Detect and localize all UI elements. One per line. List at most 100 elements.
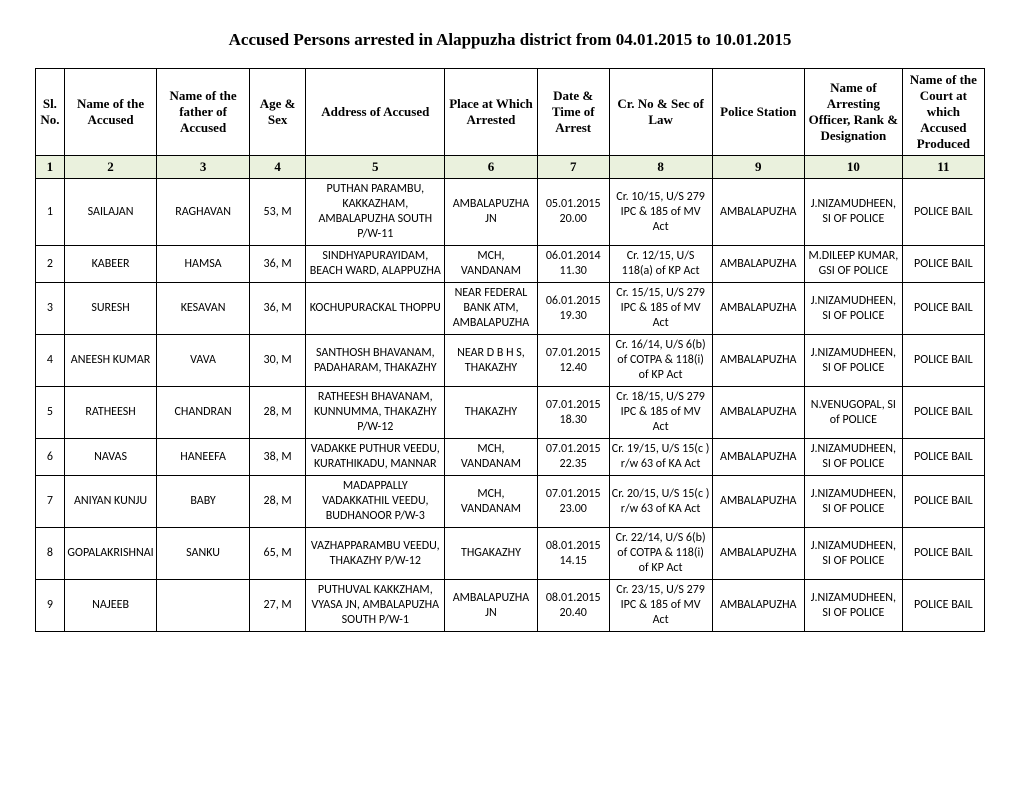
table-cell: AMBALAPUZHA [712, 179, 805, 246]
col-header: Address of Accused [306, 69, 445, 156]
table-row: 7ANIYAN KUNJUBABY28, MMADAPPALLY VADAKKA… [36, 476, 985, 528]
table-row: 6NAVASHANEEFA38, MVADAKKE PUTHUR VEEDU, … [36, 439, 985, 476]
page-title: Accused Persons arrested in Alappuzha di… [35, 30, 985, 50]
table-cell: HAMSA [157, 246, 250, 283]
table-cell: MCH, VANDANAM [445, 439, 538, 476]
col-header: Name of the Accused [64, 69, 157, 156]
table-cell: 07.01.2015 12.40 [537, 335, 609, 387]
col-header: Name of Arresting Officer, Rank & Design… [805, 69, 903, 156]
table-cell: N.VENUGOPAL, SI of POLICE [805, 387, 903, 439]
table-cell: SANKU [157, 528, 250, 580]
table-cell: THAKAZHY [445, 387, 538, 439]
table-cell: J.NIZAMUDHEEN, SI OF POLICE [805, 283, 903, 335]
table-cell: Cr. 23/15, U/S 279 IPC & 185 of MV Act [609, 580, 712, 632]
table-cell: BABY [157, 476, 250, 528]
table-cell: 06.01.2015 19.30 [537, 283, 609, 335]
table-cell: KOCHUPURACKAL THOPPU [306, 283, 445, 335]
table-cell: M.DILEEP KUMAR, GSI OF POLICE [805, 246, 903, 283]
table-cell: ANIYAN KUNJU [64, 476, 157, 528]
table-cell: 36, M [249, 283, 306, 335]
table-cell: RAGHAVAN [157, 179, 250, 246]
table-cell: 07.01.2015 23.00 [537, 476, 609, 528]
table-cell: POLICE BAIL [902, 283, 984, 335]
table-cell: AMBALAPUZHA [712, 476, 805, 528]
table-cell: Cr. 12/15, U/S 118(a) of KP Act [609, 246, 712, 283]
table-cell: AMBALAPUZHA [712, 283, 805, 335]
table-cell: AMBALAPUZHA [712, 580, 805, 632]
table-cell: 28, M [249, 387, 306, 439]
table-cell: 06.01.2014 11.30 [537, 246, 609, 283]
table-cell: 7 [36, 476, 65, 528]
table-cell: J.NIZAMUDHEEN, SI OF POLICE [805, 476, 903, 528]
table-cell: AMBALAPUZHA [712, 439, 805, 476]
col-number: 1 [36, 156, 65, 179]
table-cell: Cr. 16/14, U/S 6(b) of COTPA & 118(i) of… [609, 335, 712, 387]
table-cell: MCH, VANDANAM [445, 246, 538, 283]
table-cell: HANEEFA [157, 439, 250, 476]
table-cell: J.NIZAMUDHEEN, SI OF POLICE [805, 335, 903, 387]
table-cell: VAZHAPPARAMBU VEEDU, THAKAZHY P/W-12 [306, 528, 445, 580]
table-cell [157, 580, 250, 632]
table-header-row: Sl. No. Name of the Accused Name of the … [36, 69, 985, 156]
col-number: 3 [157, 156, 250, 179]
table-cell: Cr. 18/15, U/S 279 IPC & 185 of MV Act [609, 387, 712, 439]
table-cell: 3 [36, 283, 65, 335]
table-cell: J.NIZAMUDHEEN, SI OF POLICE [805, 528, 903, 580]
col-number: 5 [306, 156, 445, 179]
table-cell: ANEESH KUMAR [64, 335, 157, 387]
table-cell: 07.01.2015 18.30 [537, 387, 609, 439]
table-cell: MCH, VANDANAM [445, 476, 538, 528]
col-header: Name of the father of Accused [157, 69, 250, 156]
table-cell: KESAVAN [157, 283, 250, 335]
table-row: 8GOPALAKRISHNAISANKU65, MVAZHAPPARAMBU V… [36, 528, 985, 580]
col-number: 2 [64, 156, 157, 179]
table-cell: NAJEEB [64, 580, 157, 632]
col-number: 9 [712, 156, 805, 179]
table-cell: AMBALAPUZHA JN [445, 580, 538, 632]
col-number: 11 [902, 156, 984, 179]
table-cell: 36, M [249, 246, 306, 283]
table-cell: Cr. 10/15, U/S 279 IPC & 185 of MV Act [609, 179, 712, 246]
table-cell: Cr. 15/15, U/S 279 IPC & 185 of MV Act [609, 283, 712, 335]
col-number: 7 [537, 156, 609, 179]
arrest-table: Sl. No. Name of the Accused Name of the … [35, 68, 985, 632]
table-row: 5RATHEESHCHANDRAN28, MRATHEESH BHAVANAM,… [36, 387, 985, 439]
table-cell: Cr. 20/15, U/S 15(c ) r/w 63 of KA Act [609, 476, 712, 528]
table-cell: J.NIZAMUDHEEN, SI OF POLICE [805, 580, 903, 632]
table-cell: 27, M [249, 580, 306, 632]
table-cell: 05.01.2015 20.00 [537, 179, 609, 246]
table-cell: POLICE BAIL [902, 335, 984, 387]
table-cell: KABEER [64, 246, 157, 283]
table-cell: PUTHAN PARAMBU, KAKKAZHAM, AMBALAPUZHA S… [306, 179, 445, 246]
table-cell: POLICE BAIL [902, 246, 984, 283]
table-cell: 53, M [249, 179, 306, 246]
table-row: 4ANEESH KUMARVAVA30, MSANTHOSH BHAVANAM,… [36, 335, 985, 387]
col-number: 10 [805, 156, 903, 179]
table-cell: POLICE BAIL [902, 580, 984, 632]
table-cell: 08.01.2015 14.15 [537, 528, 609, 580]
table-cell: SINDHYAPURAYIDAM, BEACH WARD, ALAPPUZHA [306, 246, 445, 283]
table-cell: POLICE BAIL [902, 387, 984, 439]
table-cell: 08.01.2015 20.40 [537, 580, 609, 632]
col-header: Place at Which Arrested [445, 69, 538, 156]
table-cell: GOPALAKRISHNAI [64, 528, 157, 580]
table-cell: Cr. 19/15, U/S 15(c ) r/w 63 of KA Act [609, 439, 712, 476]
table-cell: POLICE BAIL [902, 476, 984, 528]
table-number-row: 1 2 3 4 5 6 7 8 9 10 11 [36, 156, 985, 179]
table-cell: 5 [36, 387, 65, 439]
table-cell: 4 [36, 335, 65, 387]
table-cell: POLICE BAIL [902, 439, 984, 476]
col-header: Date & Time of Arrest [537, 69, 609, 156]
table-cell: 07.01.2015 22.35 [537, 439, 609, 476]
table-cell: AMBALAPUZHA JN [445, 179, 538, 246]
table-cell: 6 [36, 439, 65, 476]
table-row: 1SAILAJANRAGHAVAN53, MPUTHAN PARAMBU, KA… [36, 179, 985, 246]
table-cell: NEAR D B H S, THAKAZHY [445, 335, 538, 387]
table-cell: 2 [36, 246, 65, 283]
table-cell: AMBALAPUZHA [712, 528, 805, 580]
table-cell: NAVAS [64, 439, 157, 476]
table-cell: SAILAJAN [64, 179, 157, 246]
table-cell: 65, M [249, 528, 306, 580]
table-body: 1SAILAJANRAGHAVAN53, MPUTHAN PARAMBU, KA… [36, 179, 985, 632]
table-cell: 30, M [249, 335, 306, 387]
